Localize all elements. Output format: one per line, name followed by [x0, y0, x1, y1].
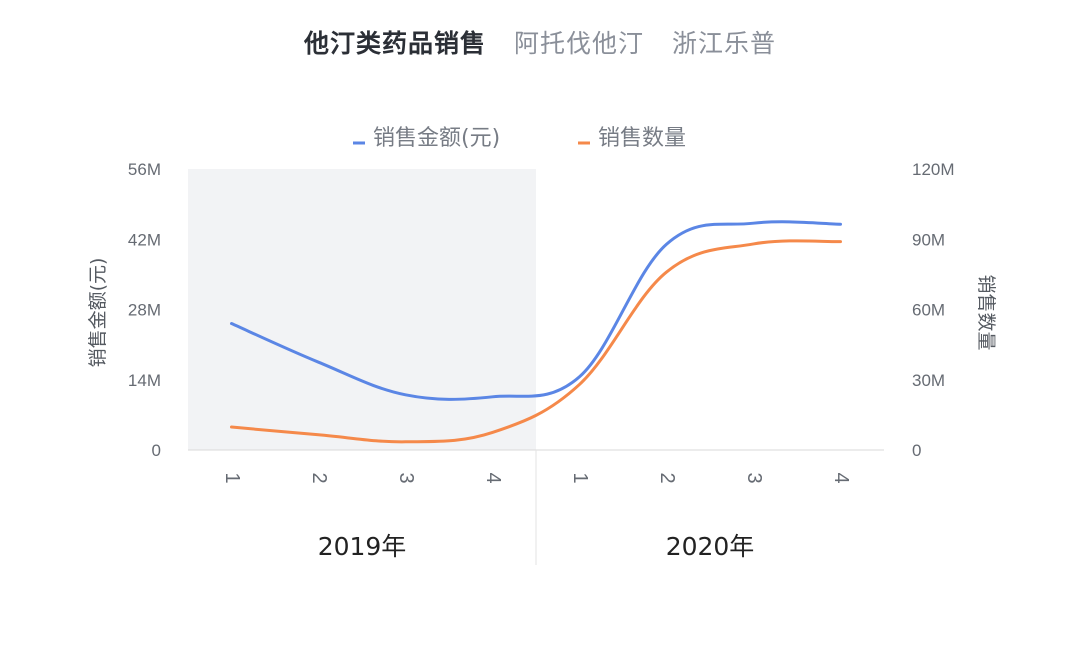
tab-bar: 他汀类药品销售 阿托伐他汀 浙江乐普 — [0, 24, 1080, 60]
year-group-label: 2020年 — [666, 532, 755, 561]
x-tick-label: 4 — [482, 472, 504, 483]
y-left-tick: 28M — [128, 301, 161, 320]
y-right-tick: 120M — [912, 160, 955, 179]
y-left-title: 销售金额(元) — [87, 258, 109, 368]
year-group-label: 2019年 — [318, 532, 407, 561]
y-left-tick: 56M — [128, 160, 161, 179]
series-line-sales-quantity — [230, 239, 842, 444]
x-tick-label: 3 — [395, 472, 417, 483]
y-left-tick: 42M — [128, 230, 161, 249]
x-tick-label: 4 — [830, 472, 852, 483]
y-right-tick: 90M — [912, 230, 945, 249]
legend-label: 销售数量 — [598, 126, 686, 151]
y-right-title: 销售数量 — [975, 274, 997, 350]
tab-statin-sales[interactable]: 他汀类药品销售 — [303, 29, 486, 58]
y-left-tick: 14M — [128, 371, 161, 390]
series-line-sales-amount — [230, 220, 842, 401]
tab-zhejiang-lepu[interactable]: 浙江乐普 — [672, 29, 777, 58]
x-tick-label: 1 — [221, 472, 243, 483]
x-tick-label: 2 — [308, 472, 330, 483]
y-left-tick: 0 — [152, 441, 161, 460]
tab-atorvastatin[interactable]: 阿托伐他汀 — [513, 29, 644, 58]
y-right-tick: 0 — [912, 441, 921, 460]
legend-label: 销售金额(元) — [373, 126, 500, 151]
x-tick-label: 1 — [569, 472, 591, 483]
y-right-tick: 60M — [912, 301, 945, 320]
x-tick-label: 3 — [743, 472, 765, 483]
highlight-region — [188, 169, 536, 450]
y-right-tick: 30M — [912, 371, 945, 390]
x-tick-label: 2 — [656, 472, 678, 483]
